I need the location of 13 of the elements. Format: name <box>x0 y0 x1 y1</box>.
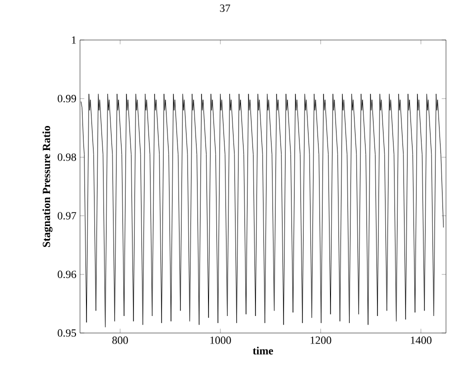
x-tick-label: 1200 <box>310 336 332 344</box>
y-tick-label: 1 <box>72 36 76 44</box>
x-axis-title: time <box>252 346 274 354</box>
y-tick-label: 0.95 <box>58 329 76 337</box>
y-tick-label: 0.99 <box>58 94 76 102</box>
y-tick-label: 0.98 <box>58 153 76 161</box>
y-axis-title: Stagnation Pressure Ratio <box>42 126 52 247</box>
text: 37 <box>220 4 230 12</box>
x-tick-label: 800 <box>112 336 128 344</box>
y-tick-label: 0.96 <box>58 270 76 278</box>
x-tick-label: 1400 <box>410 336 432 344</box>
y-tick-label: 0.97 <box>58 212 76 220</box>
x-tick-label: 1000 <box>210 336 231 344</box>
